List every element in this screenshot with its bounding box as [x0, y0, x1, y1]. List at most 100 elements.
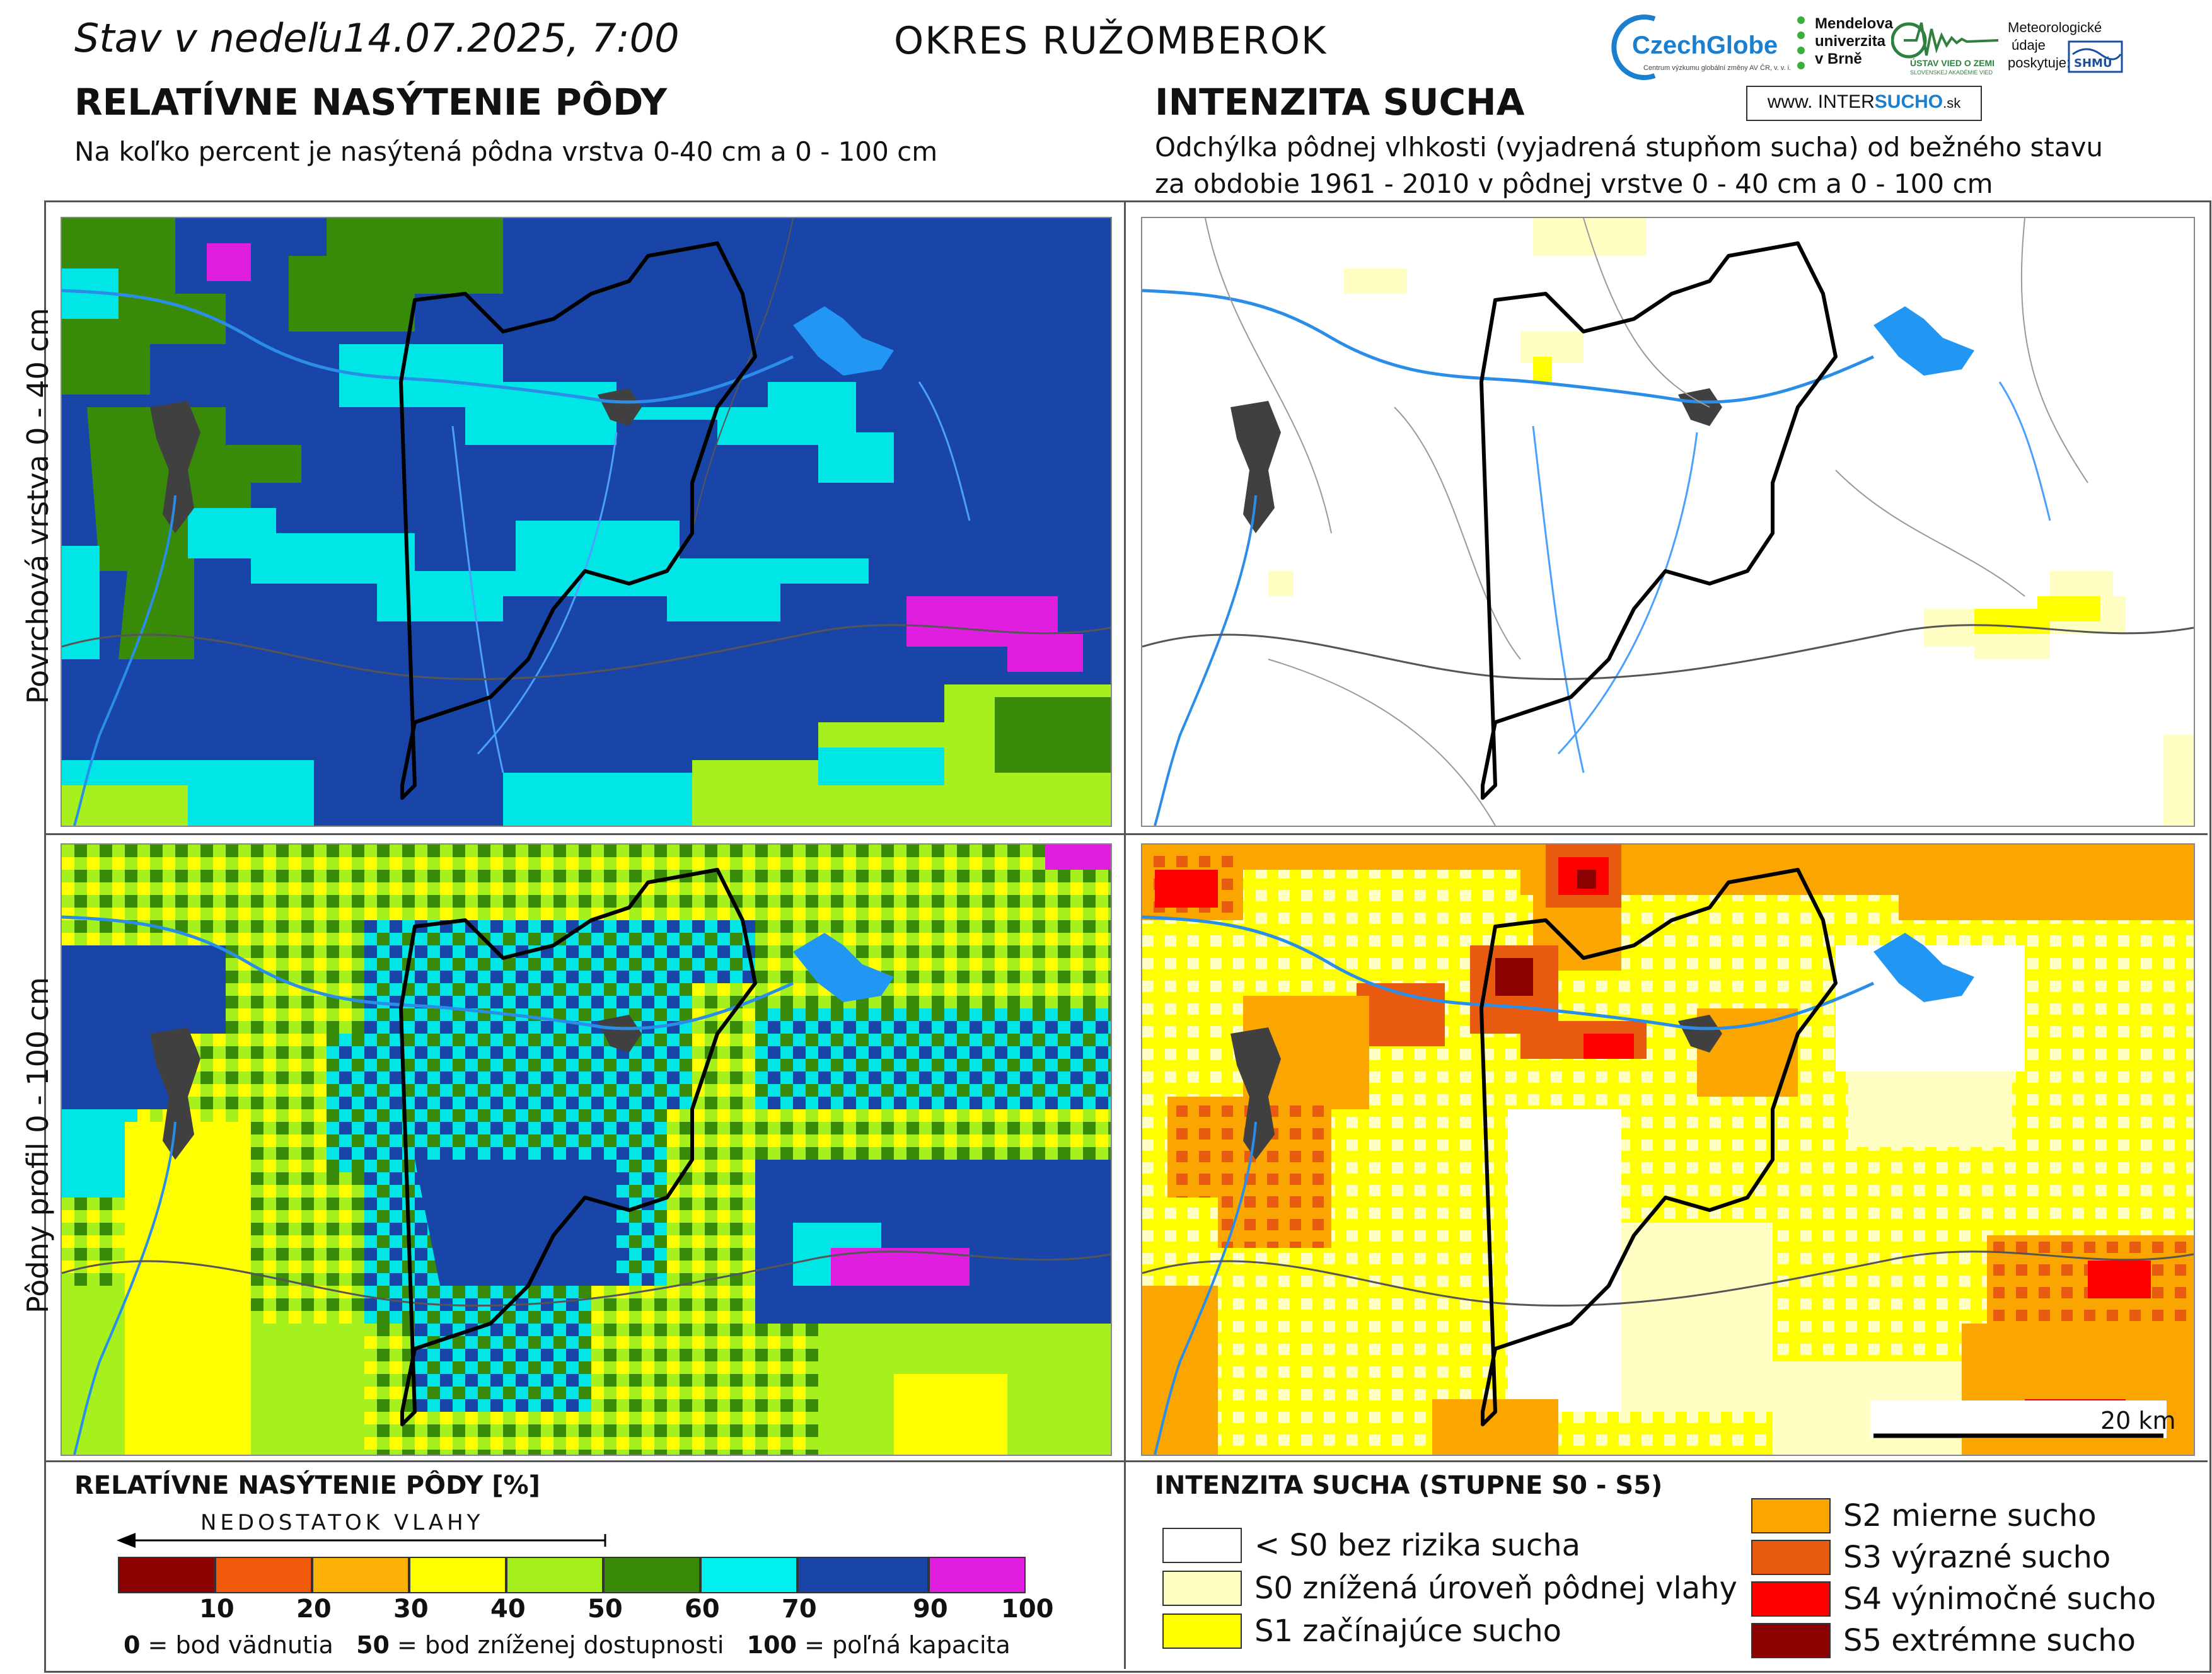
- note-50-num: 50: [356, 1631, 390, 1659]
- note-100-num: 100: [746, 1631, 797, 1659]
- map-saturation-topsoil: [61, 217, 1112, 827]
- sat-swatch-7: [700, 1557, 797, 1593]
- saturation-notes: 0 = bod vädnutia 50 = bod zníženej dostu…: [124, 1631, 1010, 1659]
- czechglobe-logo-mark: [1611, 14, 1656, 80]
- sat-swatch-6: [603, 1557, 700, 1593]
- drought-item-s2: S2 mierne sucho: [1751, 1495, 2156, 1537]
- mendel-logo: Mendelova univerzita v Brně: [1793, 14, 1893, 83]
- drought-swatch-s5: [1751, 1623, 1831, 1658]
- meteo-line-3: poskytuje:: [2008, 55, 2071, 71]
- uvz-logo: ÚSTAV VIED O ZEMI SLOVENSKEJ AKADÉMIE VI…: [1891, 16, 2001, 79]
- drought-legend-title: INTENZITA SUCHA (STUPNE S0 - S5): [1155, 1471, 1663, 1500]
- row-divider: [45, 833, 2208, 835]
- map-saturation-profile: [61, 843, 1112, 1456]
- scale-bar-label: 20 km: [2100, 1407, 2176, 1434]
- shmu-icon: [2068, 40, 2123, 73]
- drought-label-s2: S2 mierne sucho: [1843, 1498, 2097, 1533]
- sat-swatch-4: [409, 1557, 506, 1593]
- sat-swatch-9: [929, 1557, 1026, 1593]
- right-subtitle-1: Odchýlka pôdnej vlhkosti (vyjadrená stup…: [1155, 132, 2104, 163]
- saturation-color-bar: [118, 1557, 1026, 1593]
- lake-shape: [793, 306, 894, 376]
- sat-swatch-5: [506, 1557, 603, 1593]
- sat-swatch-8: [797, 1557, 929, 1593]
- drought-item-none: < S0 bez rizika sucha: [1162, 1524, 1737, 1567]
- drought-label-s1: S1 začínajúce sucho: [1254, 1613, 1561, 1649]
- drought-item-s0: S0 znížená úroveň pôdnej vlahy: [1162, 1567, 1737, 1610]
- drought-swatch-s3: [1751, 1540, 1831, 1575]
- mendel-line-1: Mendelova: [1815, 15, 1894, 32]
- tick-20: 20: [296, 1595, 332, 1624]
- czechglobe-name: CzechGlobe: [1632, 32, 1778, 59]
- row-label-top: Povrchová vrstva 0 - 40 cm: [21, 308, 55, 704]
- web-sucho: SUCHO: [1874, 91, 1943, 112]
- drought-swatch-none: [1162, 1528, 1242, 1563]
- drought-swatch-s2: [1751, 1498, 1831, 1533]
- shmu-logo: SHMÚ: [2068, 38, 2124, 76]
- mendel-line-2: univerzita: [1815, 33, 1886, 50]
- drought-item-s5: S5 extrémne sucho: [1751, 1620, 2156, 1661]
- web-inter: INTER: [1817, 91, 1875, 112]
- left-title: RELATÍVNE NASÝTENIE PÔDY: [74, 81, 668, 124]
- mendel-dots-icon: [1797, 16, 1805, 69]
- drought-label-s3: S3 výrazné sucho: [1843, 1540, 2111, 1575]
- sat-swatch-1: [118, 1557, 215, 1593]
- left-subtitle: Na koľko percent je nasýtená pôdna vrstv…: [74, 136, 938, 167]
- web-prefix: www.: [1767, 91, 1813, 112]
- tick-100: 100: [1001, 1595, 1054, 1624]
- tick-90: 90: [913, 1595, 948, 1624]
- czechglobe-subtitle: Centrum výzkumu globální změny AV ČR, v.…: [1643, 64, 1792, 72]
- column-divider: [1124, 200, 1126, 1669]
- web-suffix: .sk: [1943, 95, 1961, 111]
- right-subtitle-2: za obdobie 1961 - 2010 v pôdnej vrstve 0…: [1155, 168, 1993, 199]
- drought-label-s0: S0 znížená úroveň pôdnej vlahy: [1254, 1571, 1737, 1606]
- drought-label-none: < S0 bez rizika sucha: [1254, 1528, 1581, 1563]
- meteo-line-2: údaje: [2012, 37, 2046, 53]
- drought-item-s3: S3 výrazné sucho: [1751, 1537, 2156, 1578]
- drought-legend-left: < S0 bez rizika sucha S0 znížená úroveň …: [1162, 1524, 1737, 1653]
- town-shape: [150, 401, 200, 533]
- map-saturation-topsoil-canvas: [62, 218, 1111, 826]
- sat-swatch-3: [312, 1557, 409, 1593]
- tick-40: 40: [490, 1595, 526, 1624]
- meteo-text: Meteorologické údaje poskytuje:: [2008, 19, 2102, 72]
- right-title: INTENZITA SUCHA: [1155, 81, 1525, 124]
- deficit-arrow-label: NEDOSTATOK VLAHY: [200, 1510, 484, 1535]
- mendel-line-3: v Brně: [1815, 50, 1862, 67]
- drought-item-s1: S1 začínajúce sucho: [1162, 1610, 1737, 1653]
- district-title: OKRES RUŽOMBEROK: [894, 19, 1328, 63]
- map-drought-topsoil-canvas: [1142, 218, 2194, 826]
- tick-50: 50: [588, 1595, 623, 1624]
- sat-swatch-2: [215, 1557, 312, 1593]
- saturation-legend-title: RELATÍVNE NASÝTENIE PÔDY [%]: [74, 1471, 540, 1500]
- map-drought-topsoil: [1141, 217, 2195, 827]
- intersucho-web-link[interactable]: www. INTERSUCHO.sk: [1746, 86, 1982, 121]
- tick-10: 10: [199, 1595, 235, 1624]
- drought-swatch-s0: [1162, 1571, 1242, 1606]
- map-drought-profile-canvas: [1142, 845, 2194, 1455]
- drought-legend-right: S2 mierne sucho S3 výrazné sucho S4 výni…: [1751, 1495, 2156, 1661]
- tick-70: 70: [782, 1595, 817, 1624]
- map-drought-profile: 20 km: [1141, 843, 2195, 1456]
- legend-divider: [45, 1460, 2208, 1462]
- note-100-text: = poľná kapacita: [797, 1631, 1010, 1659]
- drought-label-s5: S5 extrémne sucho: [1843, 1623, 2136, 1658]
- tick-60: 60: [685, 1595, 720, 1624]
- map-saturation-profile-canvas: [62, 845, 1111, 1455]
- scale-bar-box: [1870, 1400, 2167, 1438]
- seismograph-icon: [1891, 22, 1999, 59]
- row-label-bottom: Pôdny profil 0 - 100 cm: [21, 977, 55, 1313]
- drought-swatch-s4: [1751, 1581, 1831, 1617]
- shmu-name: SHMÚ: [2074, 57, 2112, 70]
- note-50-text: = bod zníženej dostupnosti: [389, 1631, 724, 1659]
- note-0-num: 0: [124, 1631, 141, 1659]
- meteo-line-1: Meteorologické: [2008, 20, 2102, 35]
- czechglobe-logo: CzechGlobe Centrum výzkumu globální změn…: [1611, 13, 1800, 82]
- drought-swatch-s1: [1162, 1613, 1242, 1649]
- drought-item-s4: S4 výnimočné sucho: [1751, 1578, 2156, 1620]
- uvz-subtitle: SLOVENSKEJ AKADÉMIE VIED: [1910, 69, 1993, 76]
- note-0-text: = bod vädnutia: [140, 1631, 333, 1659]
- status-date: Stav v nedeľu14.07.2025, 7:00: [74, 15, 680, 61]
- uvz-name: ÚSTAV VIED O ZEMI: [1910, 58, 1995, 68]
- drought-label-s4: S4 výnimočné sucho: [1843, 1581, 2157, 1617]
